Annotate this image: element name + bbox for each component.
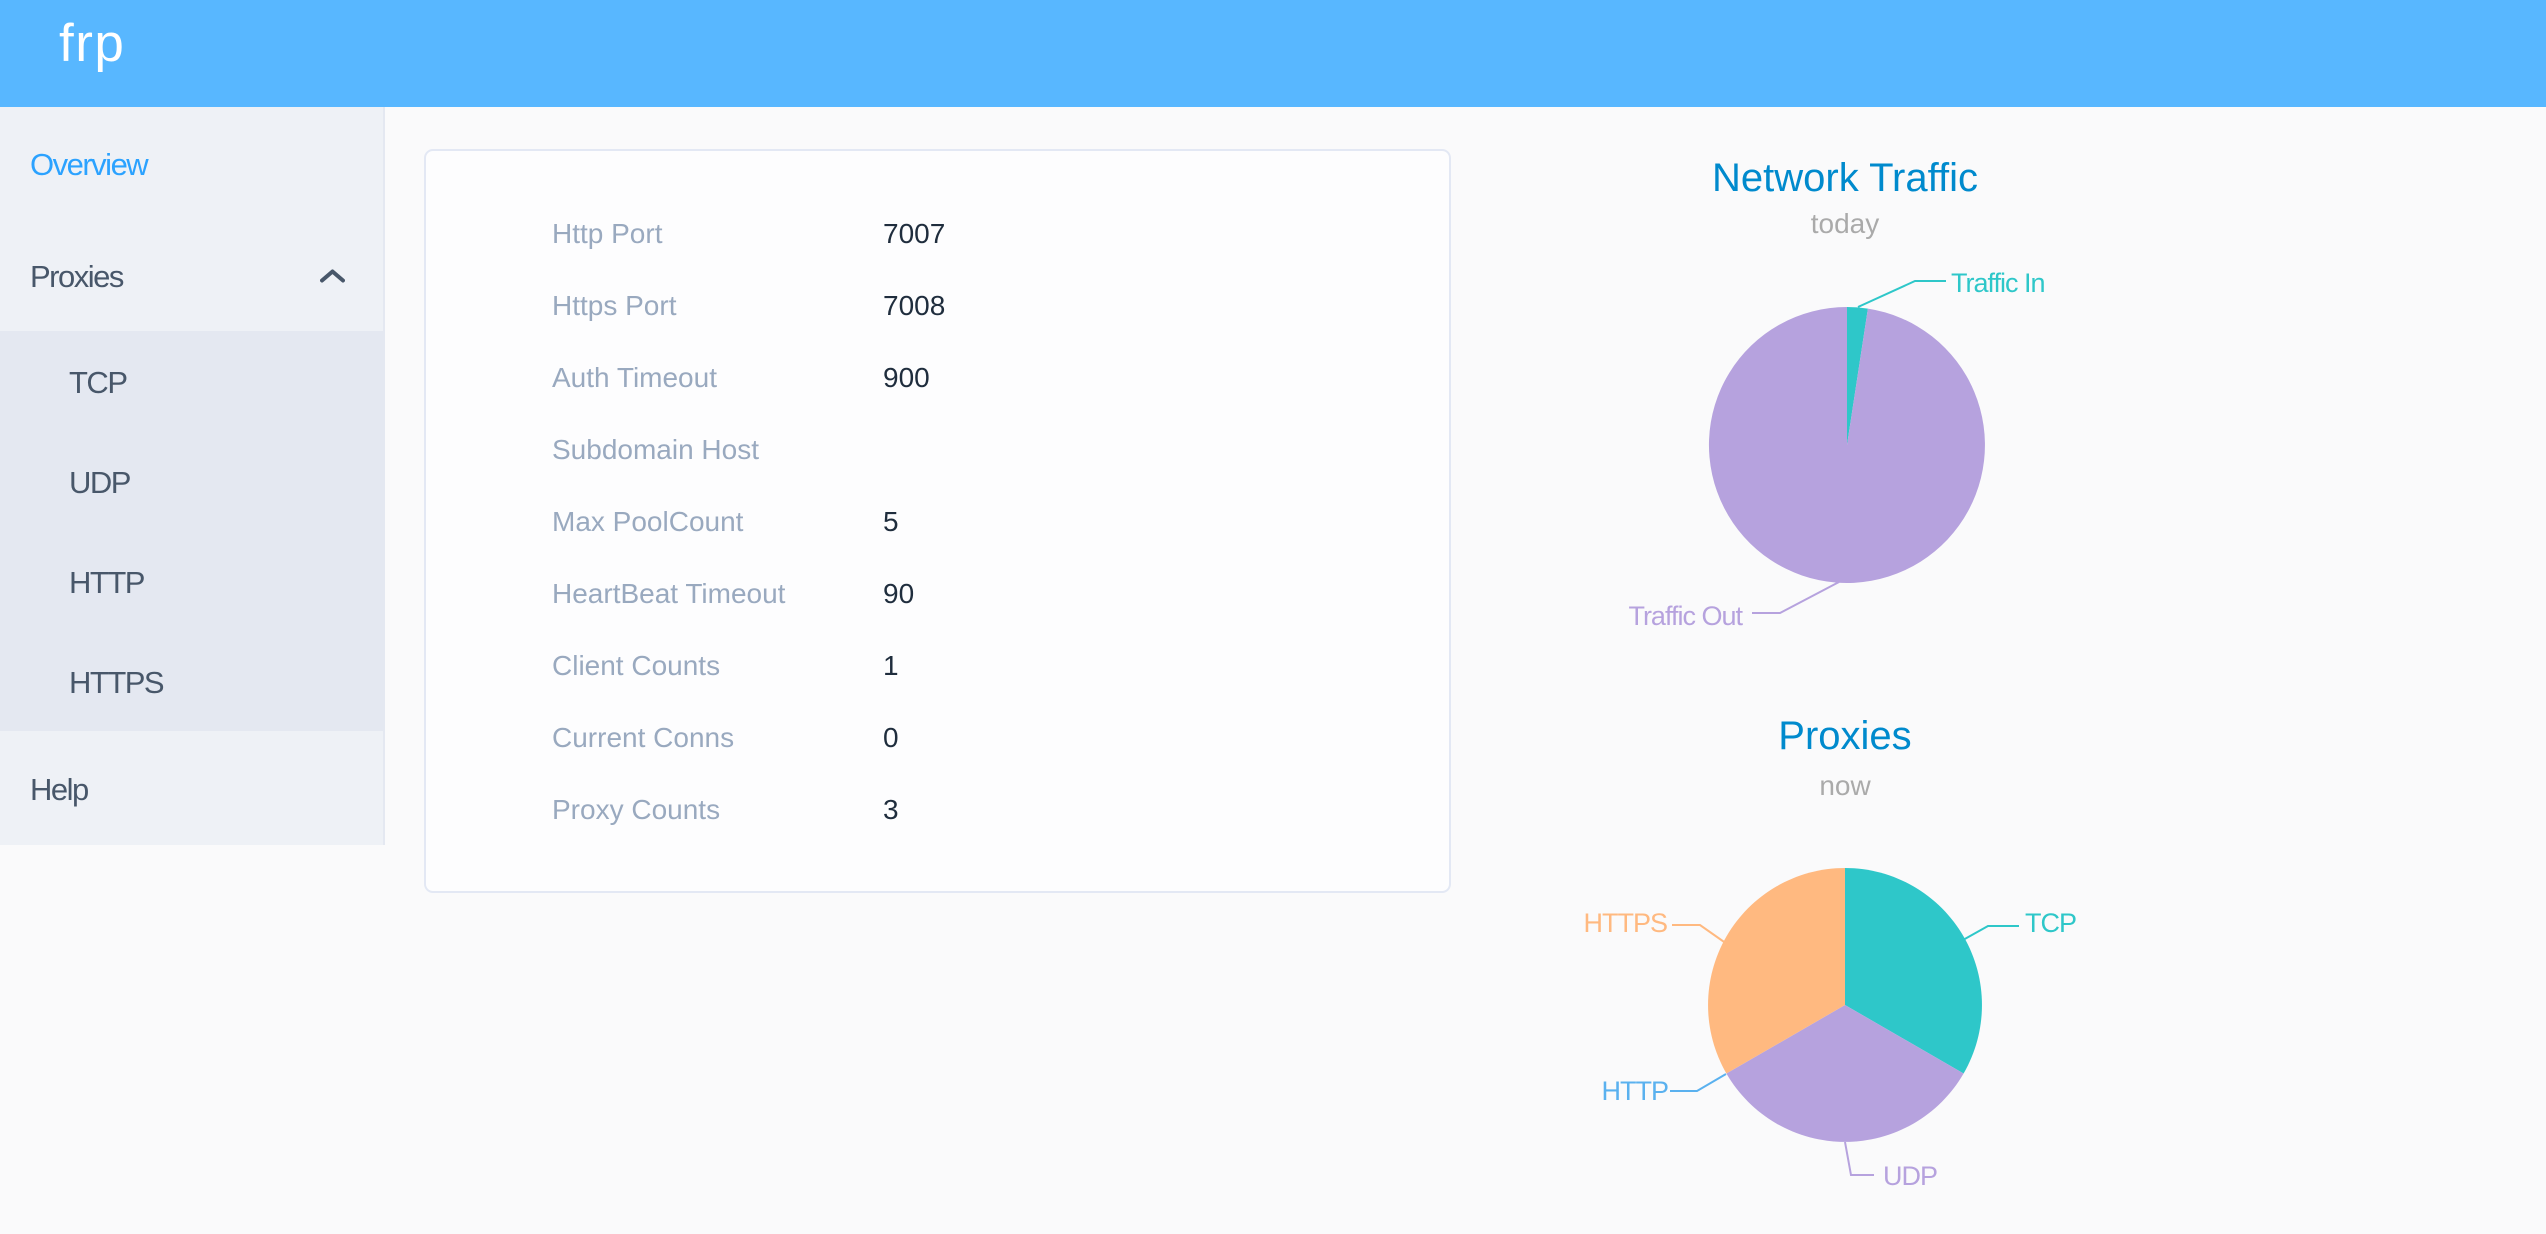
svg-text:Traffic Out: Traffic Out — [1628, 601, 1743, 631]
svg-text:HTTPS: HTTPS — [1583, 908, 1667, 938]
svg-text:UDP: UDP — [1883, 1161, 1937, 1191]
svg-text:HTTP: HTTP — [1602, 1076, 1669, 1106]
svg-text:Network Traffic: Network Traffic — [1712, 156, 1978, 200]
svg-text:today: today — [1811, 208, 1880, 239]
svg-text:Proxies: Proxies — [1778, 714, 1911, 758]
svg-text:Traffic In: Traffic In — [1951, 268, 2045, 298]
svg-text:TCP: TCP — [2025, 908, 2076, 938]
svg-text:now: now — [1819, 770, 1871, 801]
